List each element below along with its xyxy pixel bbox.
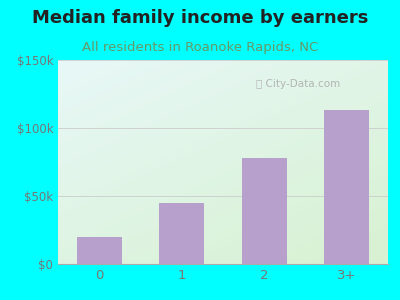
Text: All residents in Roanoke Rapids, NC: All residents in Roanoke Rapids, NC <box>82 40 318 53</box>
Text: Median family income by earners: Median family income by earners <box>32 9 368 27</box>
Bar <box>159 203 204 264</box>
Bar <box>242 158 287 264</box>
Text: ⓘ City-Data.com: ⓘ City-Data.com <box>256 80 340 89</box>
Bar <box>76 237 122 264</box>
Bar <box>324 110 370 264</box>
